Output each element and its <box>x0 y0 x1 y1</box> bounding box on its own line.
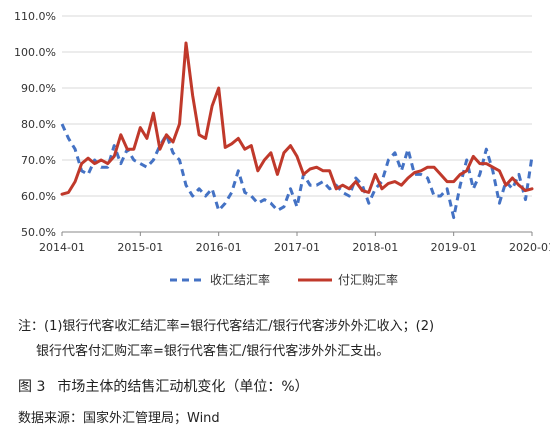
y-tick-label: 90.0% <box>21 82 56 95</box>
x-tick-label: 2018-01 <box>352 241 398 254</box>
series-line-2 <box>60 41 534 196</box>
note-line-2: 银行代客付汇购汇率=银行代客售汇/银行代客涉外外汇支出。 <box>36 344 390 359</box>
series-line-1 <box>60 123 534 220</box>
y-tick-label: 50.0% <box>21 226 56 239</box>
note-line-1: 注：(1)银行代客收汇结汇率=银行代客结汇/银行代客涉外外汇收入；(2) <box>18 319 435 334</box>
line-chart: 50.0% 60.0% 70.0% 80.0% 90.0% 100.0% 110.0% 201… <box>14 10 550 287</box>
x-tick-label: 2019-01 <box>431 241 477 254</box>
y-tick-label: 100.0% <box>14 46 56 59</box>
x-tick-label: 2017-01 <box>274 241 320 254</box>
legend-label-2: 付汇购汇率 <box>338 272 398 287</box>
x-tick-label: 2016-01 <box>196 241 242 254</box>
legend-label-1: 收汇结汇率 <box>210 272 270 287</box>
y-tick-label: 60.0% <box>21 190 56 203</box>
figure-title: 市场主体的结售汇动机变化（单位：%） <box>57 379 309 395</box>
x-tick-label: 2020-01 <box>509 241 550 254</box>
y-tick-label: 80.0% <box>21 118 56 131</box>
data-source: 数据来源：国家外汇管理局；Wind <box>18 411 220 426</box>
figure-caption: 图 3 市场主体的结售汇动机变化（单位：%） <box>18 376 309 396</box>
x-tick-label: 2014-01 <box>39 241 85 254</box>
y-tick-label: 70.0% <box>21 154 56 167</box>
figure-number: 图 3 <box>18 379 46 395</box>
y-tick-label: 110.0% <box>14 10 56 23</box>
x-tick-label: 2015-01 <box>117 241 163 254</box>
chart-area: 50.0% 60.0% 70.0% 80.0% 90.0% 100.0% 110.0% 201… <box>14 10 550 287</box>
